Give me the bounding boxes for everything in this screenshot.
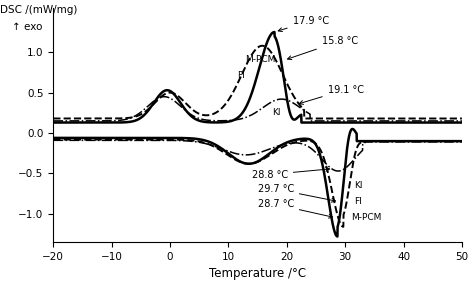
Text: ↑ exo: ↑ exo — [12, 22, 43, 32]
Text: M-PCM: M-PCM — [351, 213, 382, 222]
Text: M-PCM: M-PCM — [245, 55, 275, 64]
Text: 15.8 °C: 15.8 °C — [288, 36, 358, 59]
Text: 28.7 °C: 28.7 °C — [257, 199, 333, 218]
Text: 28.8 °C: 28.8 °C — [252, 167, 329, 180]
Text: 29.7 °C: 29.7 °C — [257, 184, 336, 202]
Text: KI: KI — [272, 108, 281, 117]
Text: DSC /(mW/mg): DSC /(mW/mg) — [0, 5, 78, 15]
Text: 17.9 °C: 17.9 °C — [278, 16, 329, 31]
Text: FI: FI — [354, 197, 362, 206]
X-axis label: Temperature /°C: Temperature /°C — [209, 267, 306, 281]
Text: KI: KI — [354, 181, 363, 190]
Text: 19.1 °C: 19.1 °C — [299, 85, 364, 104]
Text: FI: FI — [237, 71, 245, 80]
